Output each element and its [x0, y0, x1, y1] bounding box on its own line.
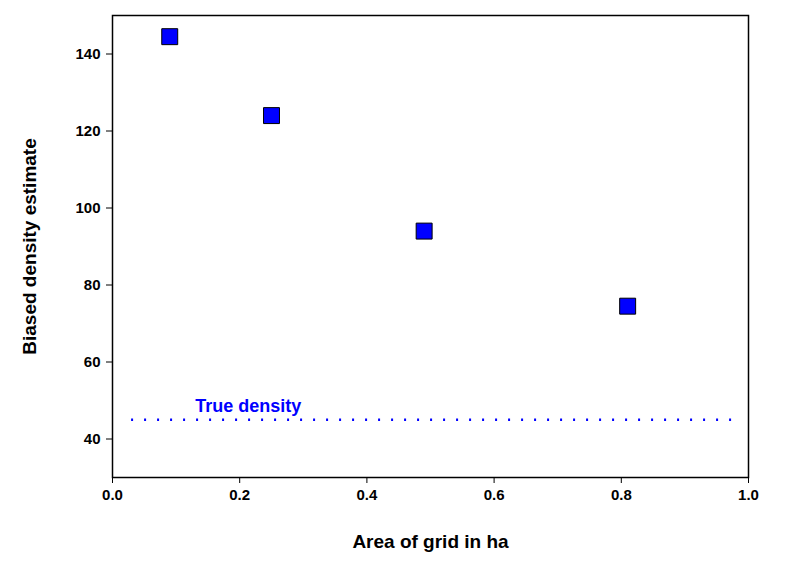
svg-text:Area of grid in ha: Area of grid in ha: [352, 531, 509, 552]
svg-text:0.6: 0.6: [484, 486, 505, 503]
svg-text:0.0: 0.0: [102, 486, 123, 503]
svg-text:100: 100: [75, 199, 100, 216]
svg-text:0.2: 0.2: [229, 486, 250, 503]
svg-text:120: 120: [75, 122, 100, 139]
svg-text:60: 60: [84, 353, 101, 370]
svg-text:1.0: 1.0: [738, 486, 759, 503]
svg-text:40: 40: [84, 430, 101, 447]
svg-text:True density: True density: [195, 396, 301, 416]
svg-text:140: 140: [75, 45, 100, 62]
svg-text:0.4: 0.4: [356, 486, 378, 503]
svg-text:Biased density estimate: Biased density estimate: [19, 138, 40, 354]
svg-text:80: 80: [84, 276, 101, 293]
svg-text:0.8: 0.8: [611, 486, 632, 503]
